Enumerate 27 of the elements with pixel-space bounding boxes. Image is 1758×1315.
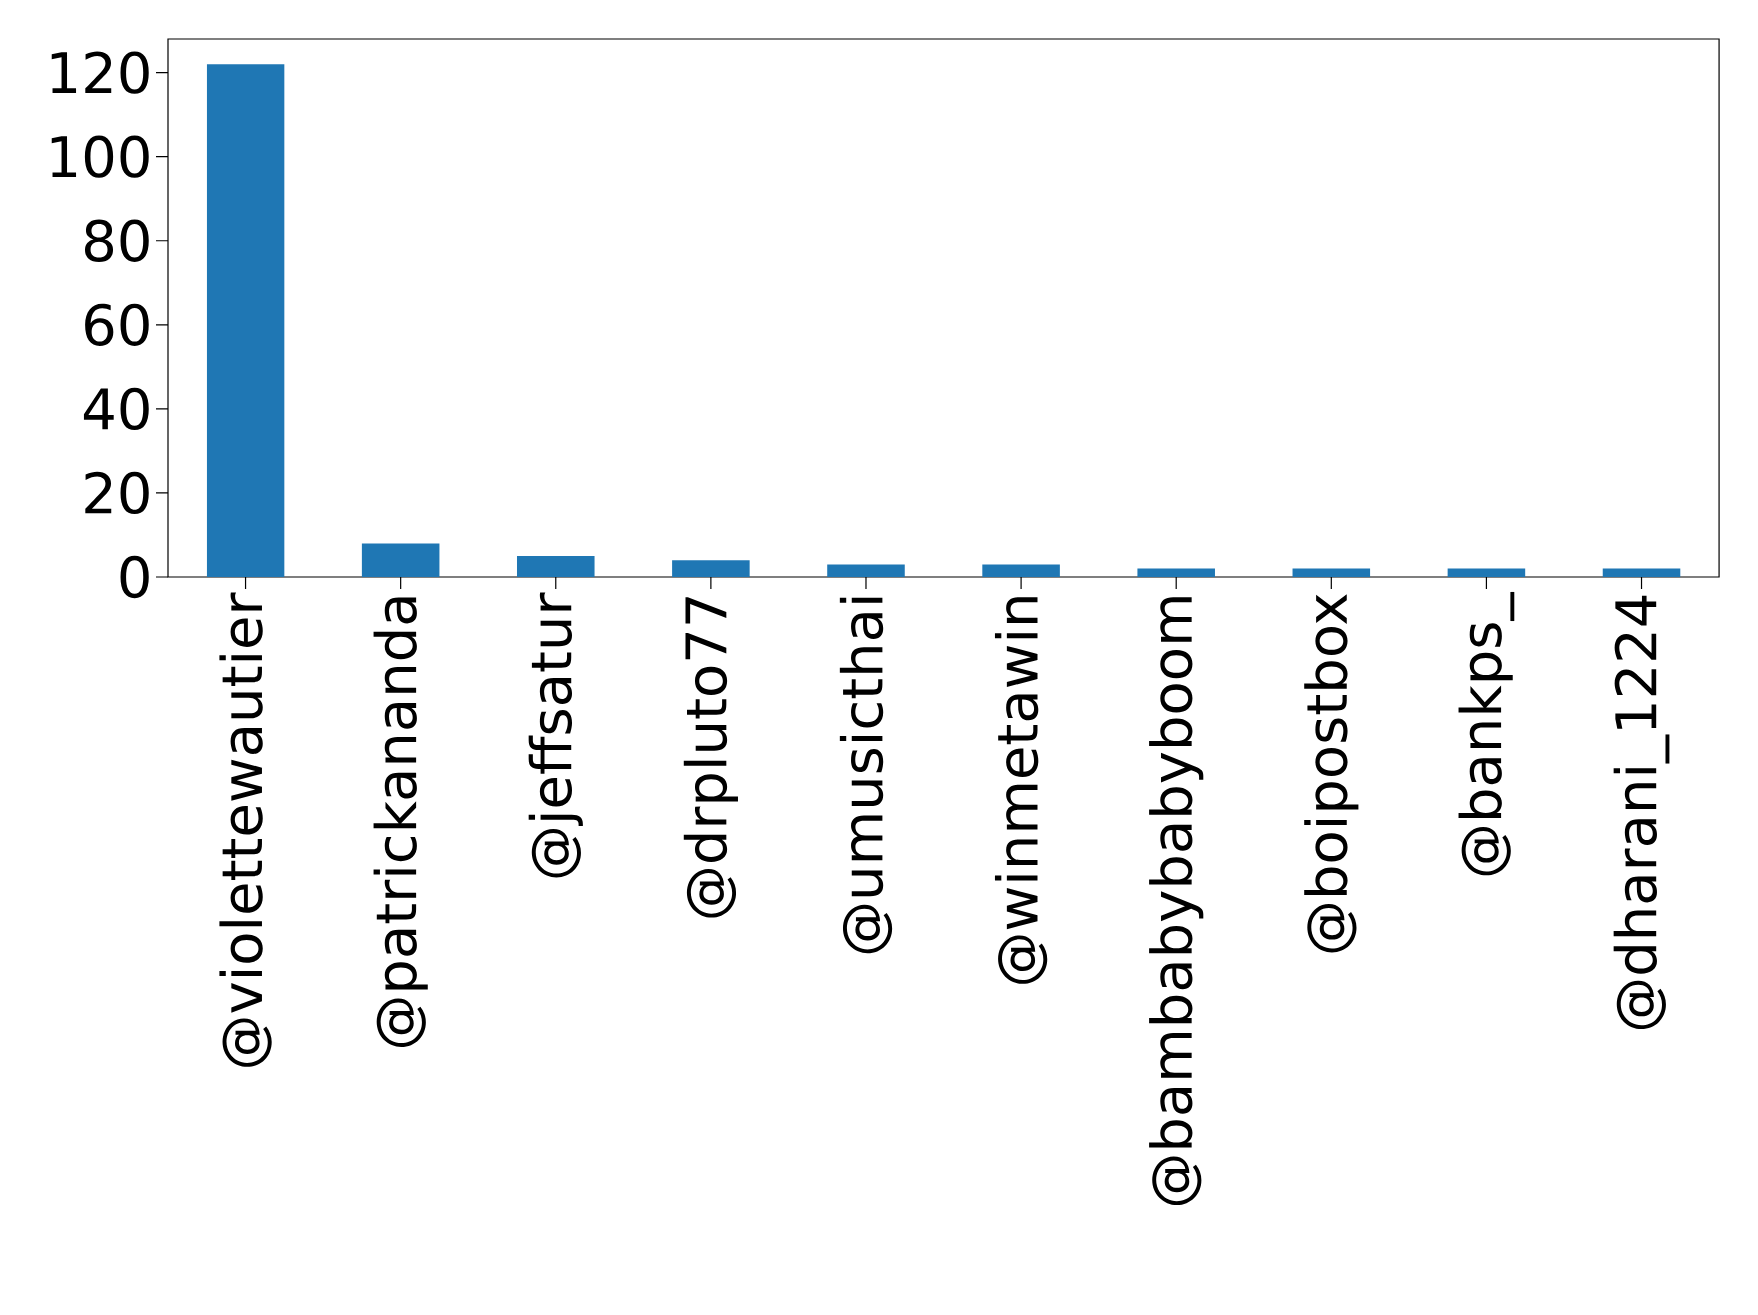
- bar: [982, 564, 1060, 577]
- bar: [1602, 568, 1681, 577]
- bar: [206, 64, 285, 577]
- x-tick-label: @jeffsatur: [528, 592, 583, 878]
- x-tick-label: @dharani_1224: [1613, 595, 1670, 1030]
- bar: [1447, 568, 1526, 577]
- x-tick-label: @boipostbox: [1304, 594, 1359, 953]
- x-tick-label: @bankps_: [1458, 591, 1515, 876]
- x-tick-label: @drpluto77: [683, 597, 738, 918]
- bar: [827, 564, 905, 577]
- y-tick-label: 80: [85, 219, 149, 262]
- bar: [672, 560, 750, 577]
- x-tick-label: @winmetawin: [994, 597, 1048, 984]
- y-tick-label: 60: [85, 303, 149, 346]
- y-tick-label: 0: [120, 555, 149, 599]
- y-tick-label: 120: [51, 51, 149, 94]
- bar: [1137, 568, 1215, 577]
- y-tick-label: 100: [51, 135, 149, 178]
- bar: [1292, 568, 1371, 577]
- bar: [361, 543, 440, 577]
- y-tick-label: 40: [83, 387, 149, 431]
- bar: [517, 555, 595, 577]
- x-tick-label: @bambabybabyboom: [1149, 597, 1204, 1205]
- x-tick-label: @patrickananda: [373, 597, 428, 1047]
- x-tick-label: @umusicthai: [839, 597, 893, 954]
- x-tick-label: @violettewautier: [219, 592, 272, 1067]
- y-tick-label: 20: [85, 471, 149, 515]
